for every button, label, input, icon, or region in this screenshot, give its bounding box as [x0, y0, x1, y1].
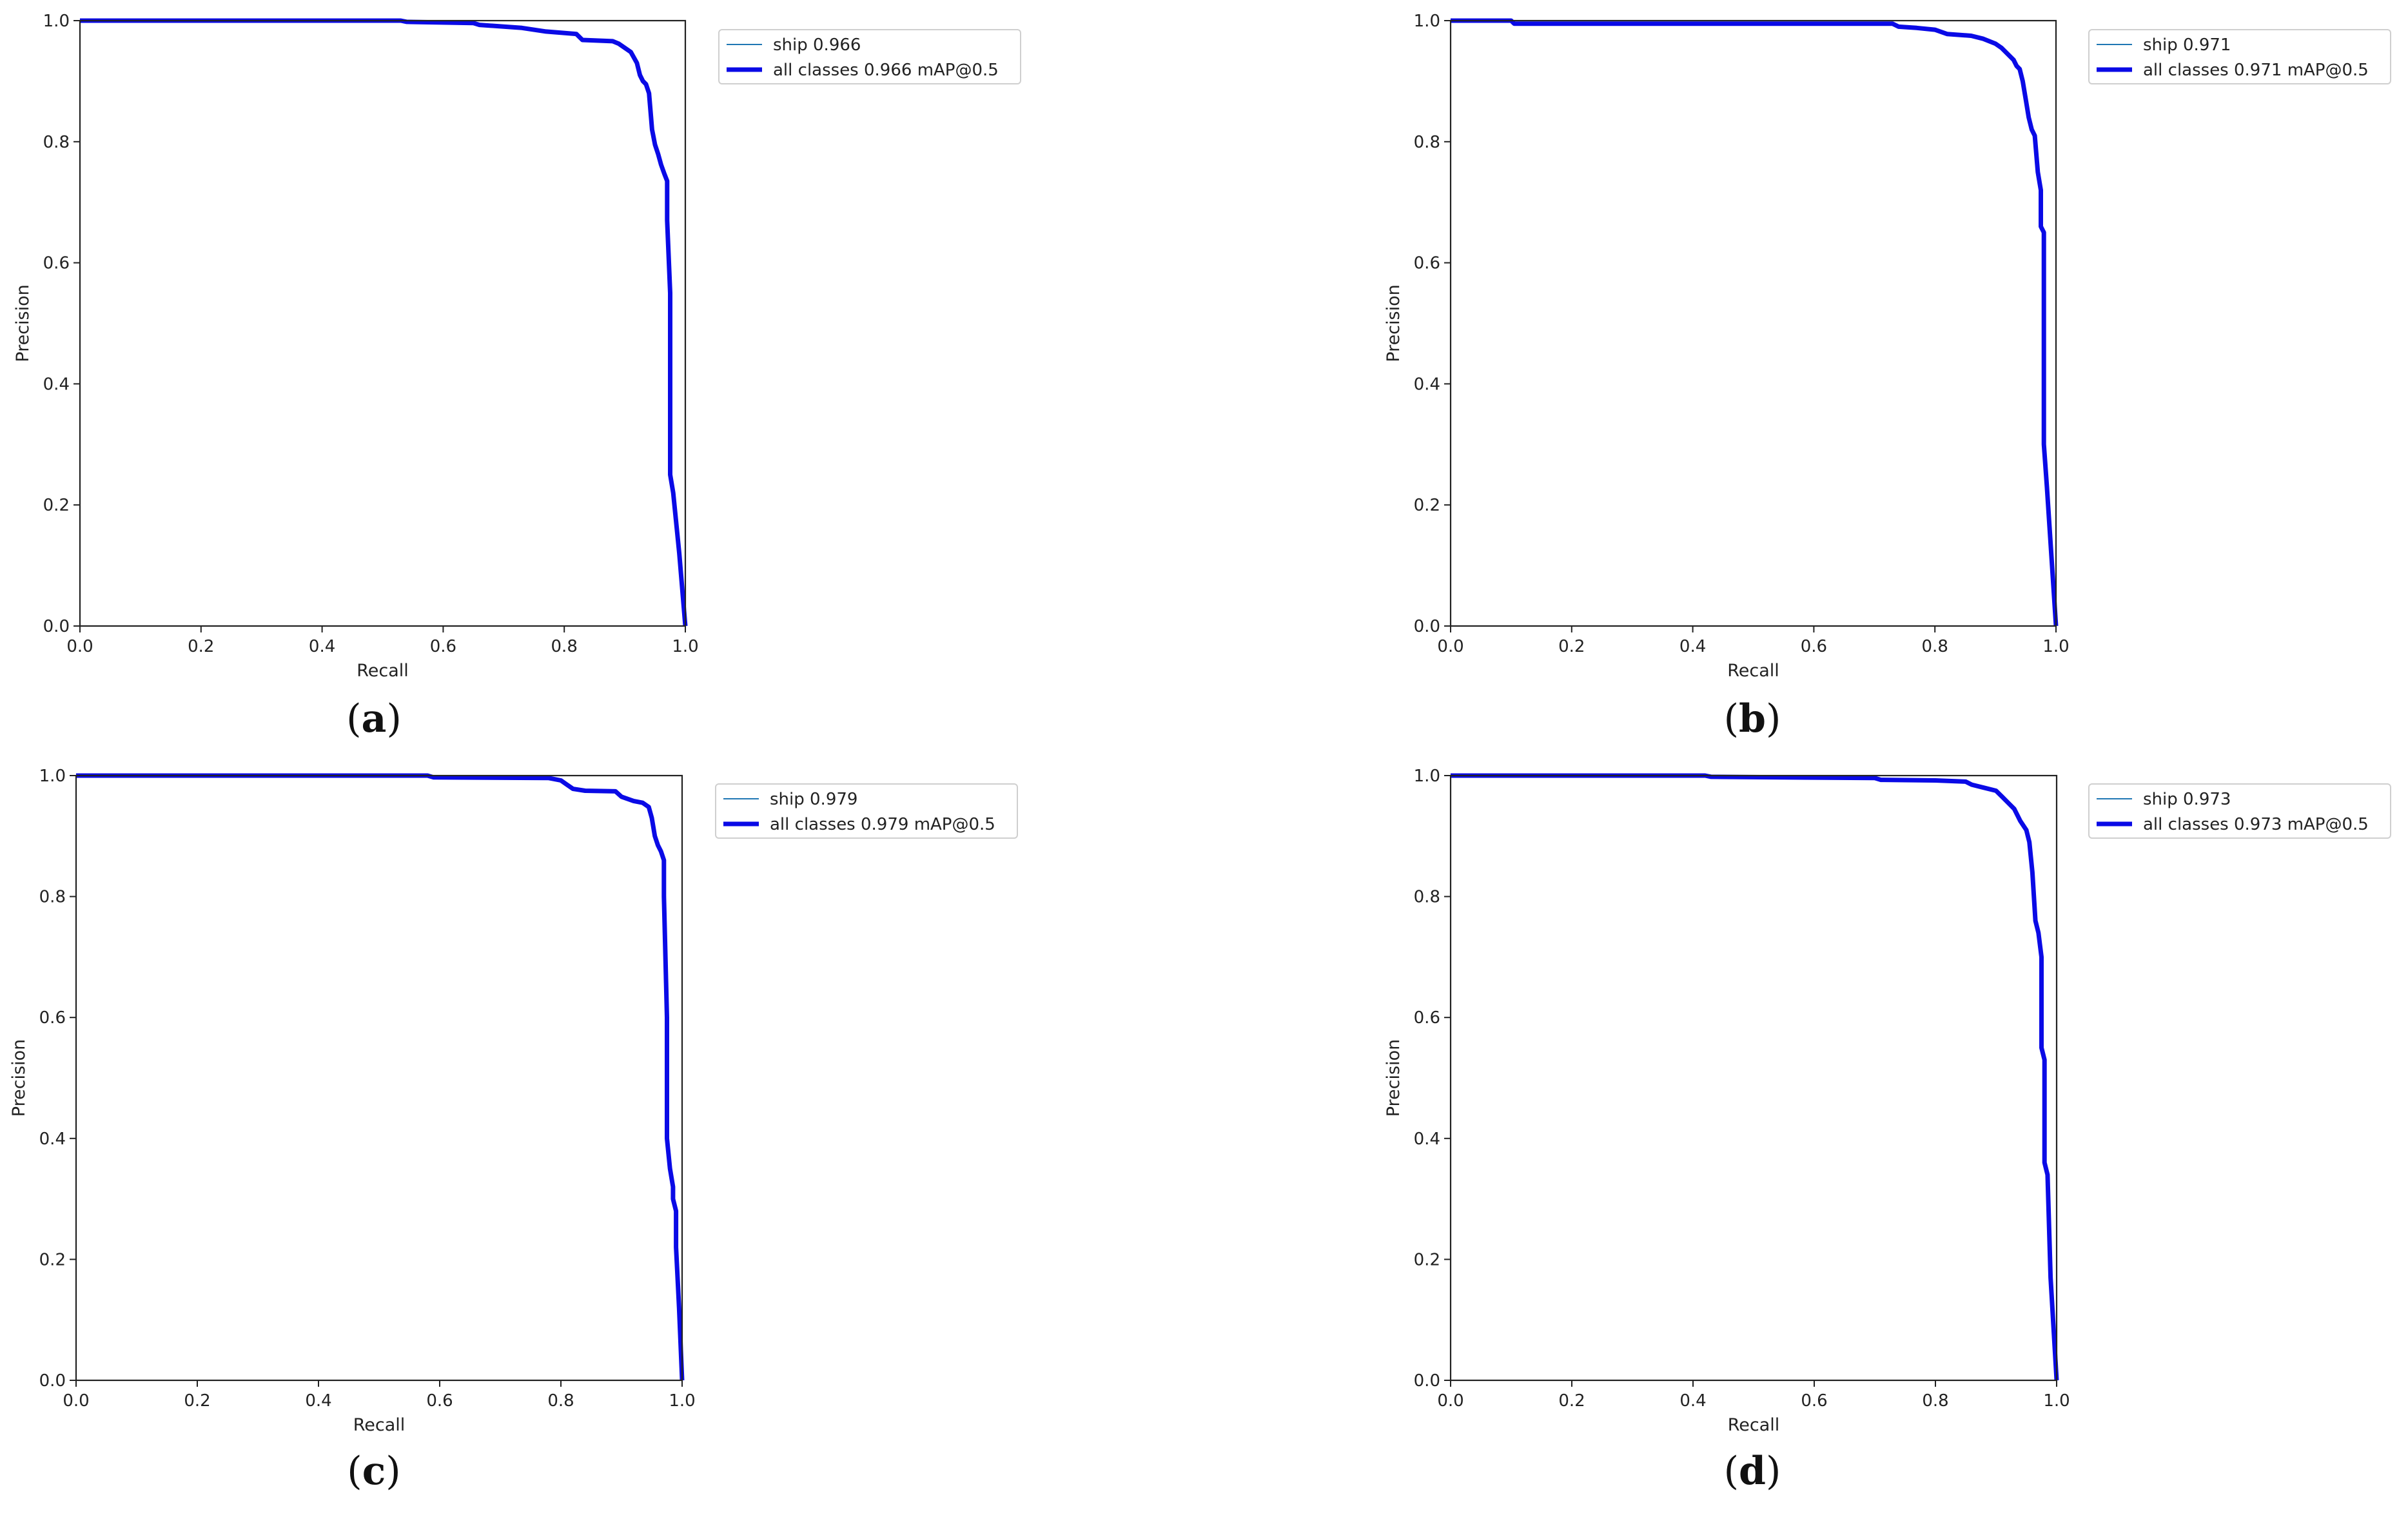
- x-tick-label: 0.6: [1801, 1391, 1827, 1411]
- y-tick-label: 0.6: [43, 254, 70, 273]
- series-all-classes-line: [1451, 18, 2059, 627]
- y-axis-label: Precision: [1384, 284, 1404, 362]
- legend: ship 0.973 all classes 0.973 mAP@0.5: [2088, 783, 2391, 839]
- y-tick-label: 0.4: [43, 375, 70, 394]
- series-all-classes-line: [76, 773, 685, 1381]
- legend-box: [2088, 783, 2391, 839]
- chart-panel-c: 0.0 0.2 0.4 0.6 0.8 1.0 0.0 0.2 0.4 0.6 0.8 1.0 Reca…: [9, 767, 1018, 1494]
- x-tick-label: 1.0: [672, 637, 698, 656]
- x-axis-label: Recall: [357, 661, 409, 681]
- y-tick-label: 1.0: [43, 12, 70, 31]
- y-tick-label: 1.0: [39, 767, 66, 786]
- series-ship-line: [1451, 775, 2057, 1381]
- chart-panel-b: 0.0 0.2 0.4 0.6 0.8 1.0 0.0 0.2 0.4 0.6 0.8 1.0 Reca…: [1384, 12, 2391, 741]
- x-tick-label: 0.8: [1922, 637, 1948, 656]
- y-tick-label: 0.0: [43, 617, 70, 636]
- x-tick-label: 0.0: [63, 1391, 89, 1411]
- legend-label-ship: ship 0.973: [2143, 790, 2231, 809]
- y-axis-label: Precision: [1384, 1039, 1404, 1117]
- panel-caption: (d): [1724, 1449, 1781, 1494]
- x-tick-label: 0.6: [430, 637, 456, 656]
- series-ship-line: [76, 775, 683, 1381]
- x-tick-label: 0.0: [66, 637, 93, 656]
- legend-label-ship: ship 0.971: [2143, 35, 2231, 55]
- legend: ship 0.971 all classes 0.971 mAP@0.5: [2088, 29, 2391, 84]
- x-axis-label: Recall: [1728, 1415, 1780, 1435]
- series-all-classes-line: [1451, 773, 2059, 1381]
- y-tick-label: 0.8: [1414, 888, 1440, 907]
- y-tick-label: 0.6: [1414, 1008, 1440, 1028]
- legend-label-all-classes: all classes 0.979 mAP@0.5: [770, 815, 995, 834]
- chart-panel-d: 0.0 0.2 0.4 0.6 0.8 1.0 0.0 0.2 0.4 0.6 0.8 1.0 Reca…: [1384, 767, 2391, 1494]
- legend-box: [718, 29, 1021, 84]
- y-tick-label: 0.2: [39, 1250, 66, 1269]
- x-tick-label: 0.2: [184, 1391, 210, 1411]
- x-tick-label: 0.8: [551, 637, 578, 656]
- chart-panel-a: 0.0 0.2 0.4 0.6 0.8 1.0 0.0 0.2 0.4 0.6 0.8 1.0 Reca…: [13, 12, 1021, 741]
- x-tick-label: 0.8: [547, 1391, 574, 1411]
- legend-box: [715, 783, 1018, 839]
- legend-label-all-classes: all classes 0.966 mAP@0.5: [773, 61, 999, 80]
- x-tick-label: 0.0: [1437, 637, 1463, 656]
- x-tick-label: 0.4: [1679, 1391, 1706, 1411]
- plot-frame: [1449, 774, 2058, 1382]
- x-tick-label: 0.4: [1679, 637, 1706, 656]
- plot-frame: [75, 774, 683, 1382]
- y-tick-label: 1.0: [1414, 767, 1440, 786]
- x-tick-label: 0.2: [1558, 1391, 1585, 1411]
- x-tick-label: 0.2: [1558, 637, 1585, 656]
- legend-label-ship: ship 0.966: [773, 35, 861, 55]
- legend-label-all-classes: all classes 0.971 mAP@0.5: [2143, 61, 2369, 80]
- y-tick-label: 0.2: [1414, 496, 1440, 515]
- x-tick-label: 1.0: [2042, 637, 2069, 656]
- x-axis-label: Recall: [1727, 661, 1779, 681]
- x-tick-label: 0.8: [1922, 1391, 1948, 1411]
- y-tick-label: 1.0: [1414, 12, 1440, 31]
- series-ship-line: [80, 20, 686, 627]
- x-tick-label: 0.6: [426, 1391, 453, 1411]
- legend-box: [2088, 29, 2391, 84]
- y-tick-label: 0.2: [1414, 1250, 1440, 1269]
- series-ship-line: [1451, 20, 2057, 627]
- y-tick-label: 0.4: [1414, 375, 1440, 394]
- legend: ship 0.966 all classes 0.966 mAP@0.5: [718, 29, 1021, 84]
- legend: ship 0.979 all classes 0.979 mAP@0.5: [715, 783, 1018, 839]
- plot-frame: [79, 19, 687, 627]
- y-tick-label: 0.8: [43, 133, 70, 152]
- x-tick-label: 1.0: [2043, 1391, 2070, 1411]
- legend-label-ship: ship 0.979: [770, 790, 857, 809]
- y-tick-label: 0.6: [39, 1008, 66, 1028]
- y-tick-label: 0.2: [43, 496, 70, 515]
- x-tick-label: 0.2: [188, 637, 214, 656]
- y-tick-label: 0.4: [1414, 1130, 1440, 1149]
- y-tick-label: 0.0: [1414, 1371, 1440, 1391]
- y-tick-label: 0.8: [1414, 133, 1440, 152]
- y-tick-label: 0.4: [39, 1130, 66, 1149]
- x-tick-label: 0.4: [305, 1391, 331, 1411]
- panel-caption: (b): [1724, 696, 1781, 741]
- x-axis-label: Recall: [353, 1415, 406, 1435]
- y-tick-label: 0.8: [39, 888, 66, 907]
- y-tick-label: 0.6: [1414, 254, 1440, 273]
- panel-caption: (a): [346, 696, 402, 741]
- x-tick-label: 0.4: [309, 637, 335, 656]
- y-tick-label: 0.0: [39, 1371, 66, 1391]
- plot-frame: [1449, 19, 2057, 627]
- x-tick-label: 0.0: [1437, 1391, 1463, 1411]
- y-tick-label: 0.0: [1414, 617, 1440, 636]
- panel-caption: (c): [347, 1449, 400, 1494]
- y-axis-label: Precision: [9, 1039, 29, 1117]
- y-axis-label: Precision: [13, 284, 33, 362]
- x-tick-label: 1.0: [669, 1391, 695, 1411]
- series-all-classes-line: [80, 18, 688, 627]
- legend-label-all-classes: all classes 0.973 mAP@0.5: [2143, 815, 2369, 834]
- x-tick-label: 0.6: [1801, 637, 1827, 656]
